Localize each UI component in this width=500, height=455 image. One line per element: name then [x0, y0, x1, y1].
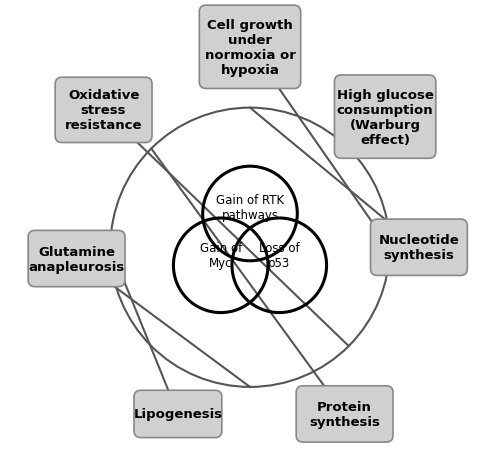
- FancyBboxPatch shape: [296, 386, 393, 442]
- Text: Cell growth
under
normoxia or
hypoxia: Cell growth under normoxia or hypoxia: [204, 19, 296, 76]
- Text: Protein
synthesis: Protein synthesis: [309, 400, 380, 428]
- Text: Gain of
Myc: Gain of Myc: [200, 242, 242, 269]
- FancyBboxPatch shape: [55, 78, 152, 143]
- Text: Lipogenesis: Lipogenesis: [134, 408, 222, 420]
- FancyBboxPatch shape: [334, 76, 436, 159]
- Text: Oxidative
stress
resistance: Oxidative stress resistance: [65, 89, 142, 132]
- FancyBboxPatch shape: [134, 390, 222, 438]
- Text: High glucose
consumption
(Warburg
effect): High glucose consumption (Warburg effect…: [336, 88, 434, 147]
- FancyBboxPatch shape: [370, 220, 468, 276]
- Text: Gain of RTK
pathways: Gain of RTK pathways: [216, 193, 284, 221]
- Text: Nucleotide
synthesis: Nucleotide synthesis: [378, 234, 460, 262]
- FancyBboxPatch shape: [28, 231, 125, 287]
- FancyBboxPatch shape: [200, 6, 300, 89]
- Text: Glutamine
anapleurosis: Glutamine anapleurosis: [28, 245, 124, 273]
- Text: Loss of
p53: Loss of p53: [259, 242, 300, 269]
